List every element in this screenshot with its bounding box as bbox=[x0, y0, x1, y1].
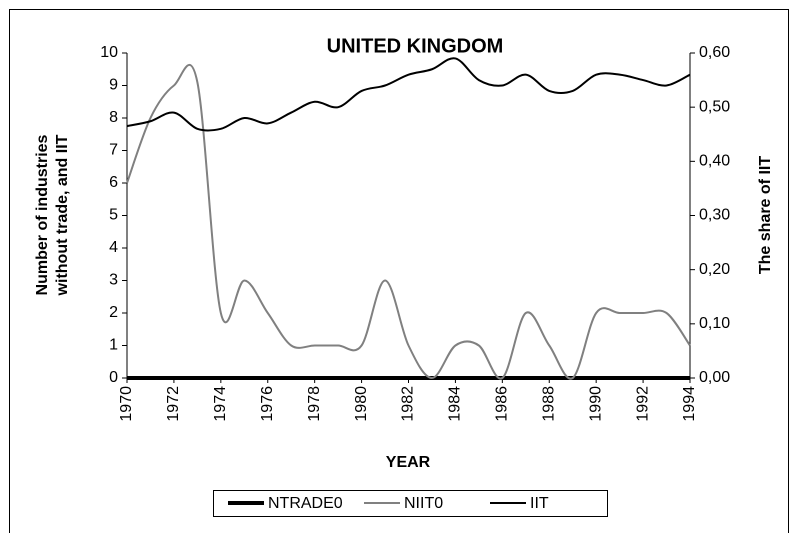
y-tick-label: 6 bbox=[109, 174, 118, 191]
y-axis-label: without trade, and IIT bbox=[54, 134, 71, 296]
legend-label: NIIT0 bbox=[404, 495, 443, 512]
x-tick-label: 1982 bbox=[400, 386, 417, 422]
legend-label: NTRADE0 bbox=[268, 495, 343, 512]
x-tick-label: 1990 bbox=[587, 386, 604, 422]
y2-tick-label: 0,00 bbox=[699, 369, 730, 386]
y-tick-label: 9 bbox=[109, 77, 118, 94]
y-tick-label: 7 bbox=[109, 142, 118, 159]
y2-tick-label: 0,30 bbox=[699, 207, 730, 224]
x-tick-label: 1988 bbox=[540, 386, 557, 422]
y2-tick-label: 0,60 bbox=[699, 44, 730, 61]
x-tick-label: 1972 bbox=[165, 386, 182, 422]
x-tick-label: 1992 bbox=[634, 386, 651, 422]
x-tick-label: 1984 bbox=[447, 386, 464, 422]
y2-axis-label: The share of IIT bbox=[757, 156, 774, 274]
y-tick-label: 8 bbox=[109, 109, 118, 126]
y-tick-label: 3 bbox=[109, 272, 118, 289]
x-tick-label: 1986 bbox=[494, 386, 511, 422]
legend-label: IIT bbox=[530, 495, 549, 512]
y2-tick-label: 0,20 bbox=[699, 261, 730, 278]
y2-tick-label: 0,40 bbox=[699, 153, 730, 170]
y-tick-label: 4 bbox=[109, 239, 118, 256]
x-tick-label: 1970 bbox=[118, 386, 135, 422]
y-tick-label: 10 bbox=[100, 44, 118, 61]
chart-title: UNITED KINGDOM bbox=[327, 35, 504, 57]
y-tick-label: 1 bbox=[109, 337, 118, 354]
x-tick-label: 1976 bbox=[259, 386, 276, 422]
series-line bbox=[126, 64, 691, 380]
x-tick-label: 1980 bbox=[353, 386, 370, 422]
y-tick-label: 2 bbox=[109, 304, 118, 321]
x-axis-label: YEAR bbox=[386, 454, 431, 471]
y-tick-label: 0 bbox=[109, 369, 118, 386]
chart-border bbox=[9, 9, 789, 533]
x-tick-label: 1994 bbox=[681, 386, 698, 422]
y-tick-label: 5 bbox=[109, 207, 118, 224]
series-line bbox=[126, 57, 691, 132]
y-axis-label: Number of industries bbox=[34, 134, 51, 295]
legend-box bbox=[213, 490, 608, 517]
y2-tick-label: 0,50 bbox=[699, 98, 730, 115]
x-tick-label: 1974 bbox=[212, 386, 229, 422]
x-tick-label: 1978 bbox=[306, 386, 323, 422]
y2-tick-label: 0,10 bbox=[699, 315, 730, 332]
